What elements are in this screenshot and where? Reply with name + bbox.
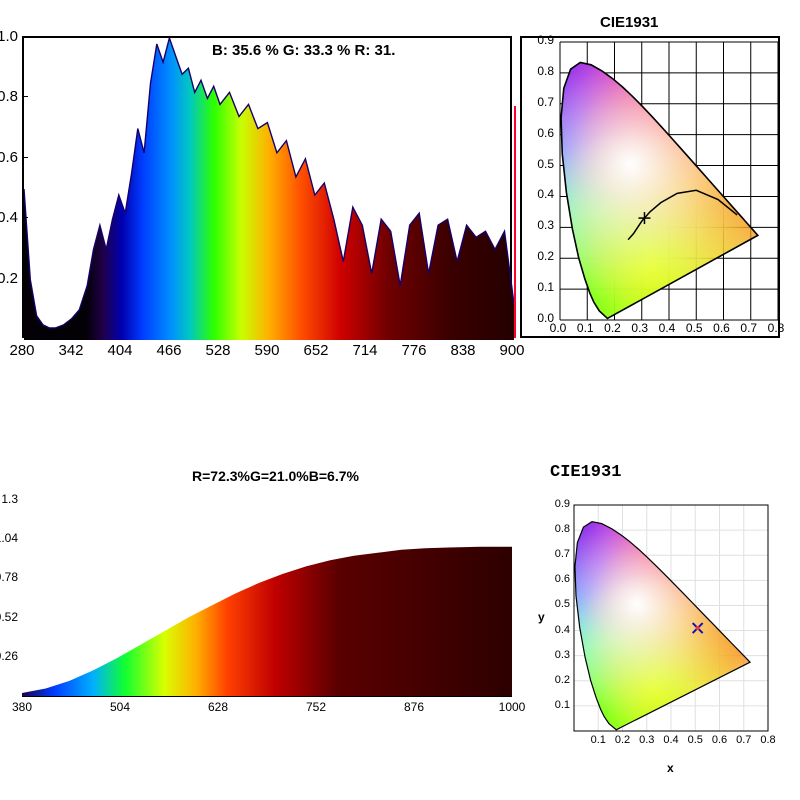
- cie-xtick: 0.4: [659, 321, 676, 335]
- xtick: 714: [352, 342, 377, 359]
- panel1-rgb-header: B: 35.6 % G: 33.3 % R: 31.: [212, 42, 395, 59]
- cie-xtick: 0.3: [639, 734, 654, 746]
- panel2-spectrum: [22, 500, 512, 696]
- xtick: 466: [156, 342, 181, 359]
- panel2-cie-xlabel: x: [667, 761, 674, 775]
- cie-ytick: 0.7: [537, 95, 554, 109]
- xtick: 404: [107, 342, 132, 359]
- panel2-rgb-header: R=72.3%G=21.0%B=6.7%: [192, 468, 359, 484]
- ytick: 0.2: [0, 270, 18, 287]
- cie-ytick: 0.8: [537, 64, 554, 78]
- cie-xtick: 0.1: [577, 321, 594, 335]
- cie-ytick: 0.4: [555, 624, 570, 636]
- panel1-spectrum: [22, 36, 512, 338]
- xtick: 838: [450, 342, 475, 359]
- xtick: 1000: [499, 700, 526, 714]
- cie-ytick: 0.3: [555, 649, 570, 661]
- cie-xtick: 0.6: [712, 734, 727, 746]
- cie-ytick: 0.3: [537, 218, 554, 232]
- xtick: 900: [499, 342, 524, 359]
- xtick: 590: [254, 342, 279, 359]
- cie-ytick: 0.9: [537, 33, 554, 47]
- ytick: 1.3: [1, 492, 18, 506]
- xtick: 776: [401, 342, 426, 359]
- cie-xtick: 0.7: [736, 734, 751, 746]
- ytick: 0.6: [0, 149, 18, 166]
- cie-xtick: 0.3: [631, 321, 648, 335]
- cie-xtick: 0.2: [604, 321, 621, 335]
- cie-ytick: 0.6: [555, 573, 570, 585]
- panel2-baseline: [22, 696, 512, 697]
- cie-ytick: 0.2: [555, 674, 570, 686]
- cie-xtick: 0.6: [713, 321, 730, 335]
- panel2-cie-title: CIE1931: [550, 463, 621, 482]
- cie-ytick: 0.8: [555, 523, 570, 535]
- ytick: 0.8: [0, 88, 18, 105]
- panel1-cie: [520, 36, 780, 338]
- cie-xtick: 0.4: [663, 734, 678, 746]
- cie-ytick: 0.6: [537, 126, 554, 140]
- cie-xtick: 0.7: [740, 321, 757, 335]
- cie-ytick: 0.2: [537, 249, 554, 263]
- xtick: 342: [58, 342, 83, 359]
- cie-xtick: 0.8: [768, 321, 785, 335]
- ytick: 1.04: [0, 531, 18, 545]
- ytick: 1.0: [0, 28, 18, 45]
- xtick: 504: [110, 700, 130, 714]
- cie-ytick: 0.5: [537, 157, 554, 171]
- ytick: 0.78: [0, 570, 18, 584]
- ytick: 0.4: [0, 209, 18, 226]
- cie-ytick: 0.4: [537, 187, 554, 201]
- cie-ytick: 0.0: [537, 311, 554, 325]
- cie-ytick: 0.5: [555, 598, 570, 610]
- cie-ytick: 0.1: [555, 699, 570, 711]
- cie-xtick: 0.2: [615, 734, 630, 746]
- cie-xtick: 0.8: [760, 734, 775, 746]
- cie-ytick: 0.7: [555, 548, 570, 560]
- cie-ytick: 0.9: [555, 498, 570, 510]
- cie-xtick: 0.5: [688, 734, 703, 746]
- cie-xtick: 0.5: [686, 321, 703, 335]
- xtick: 280: [9, 342, 34, 359]
- ytick: 0.26: [0, 649, 18, 663]
- panel1-marker-bar: [514, 106, 516, 338]
- panel2-cie: [540, 495, 778, 765]
- xtick: 380: [12, 700, 32, 714]
- ytick: 0.52: [0, 610, 18, 624]
- cie-xtick: 0.1: [591, 734, 606, 746]
- xtick: 528: [205, 342, 230, 359]
- cie-ytick: 0.1: [537, 280, 554, 294]
- xtick: 752: [306, 700, 326, 714]
- panel1-cie-title: CIE1931: [600, 14, 658, 31]
- panel2-cie-ylabel: y: [538, 610, 545, 624]
- xtick: 652: [303, 342, 328, 359]
- xtick: 628: [208, 700, 228, 714]
- xtick: 876: [404, 700, 424, 714]
